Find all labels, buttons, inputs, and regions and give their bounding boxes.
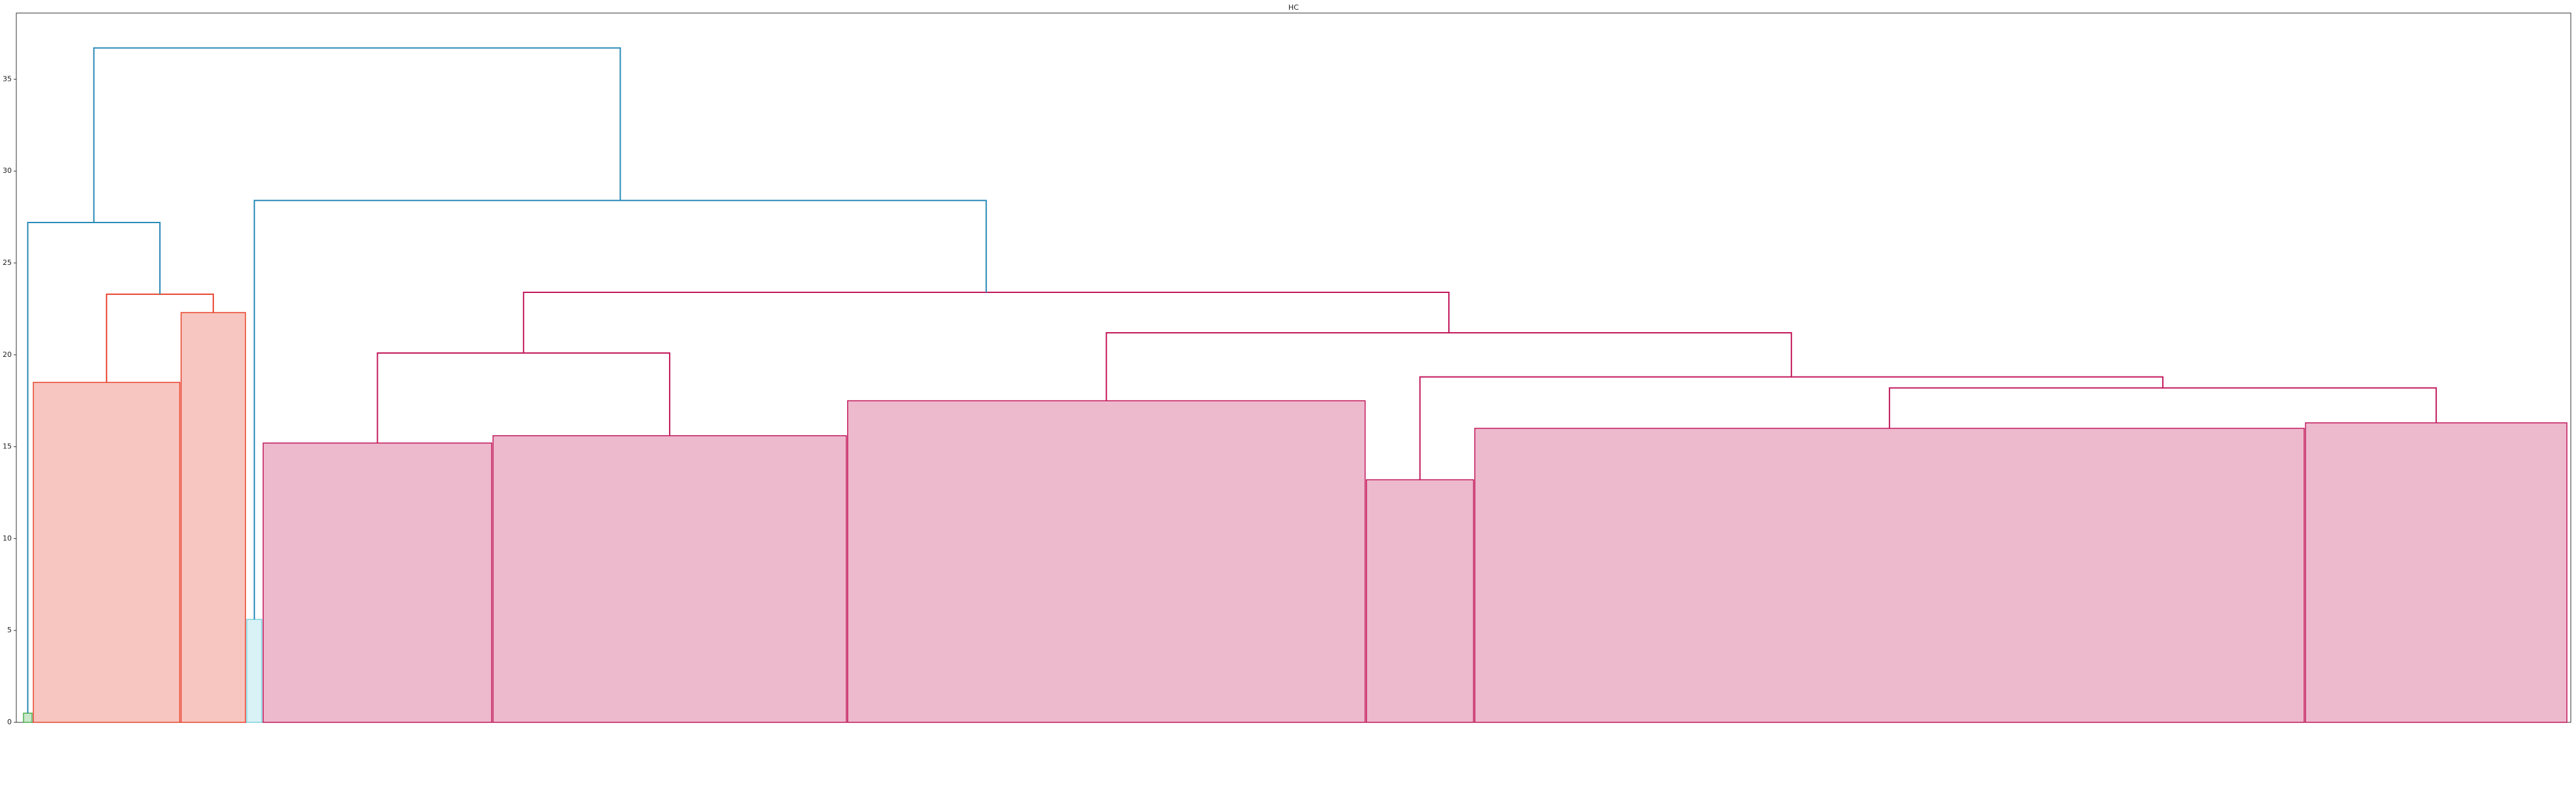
link	[93, 47, 621, 223]
leaf-cluster	[262, 442, 493, 723]
link	[1106, 331, 1792, 401]
y-tick-label: 15	[3, 442, 12, 451]
leaf-cluster	[1365, 479, 1474, 723]
link	[106, 293, 214, 383]
leaf-cluster	[492, 435, 847, 723]
y-tick-label: 10	[3, 534, 12, 542]
y-tick-label: 30	[3, 166, 12, 175]
leaf-cluster	[23, 713, 33, 723]
link	[523, 292, 1450, 353]
leaf-cluster	[180, 312, 246, 723]
leaf-cluster	[1474, 427, 2305, 723]
y-tick-label: 0	[7, 718, 12, 726]
leaf-cluster	[2304, 422, 2568, 723]
leaf-cluster	[33, 382, 181, 723]
link	[377, 352, 671, 443]
y-tick-label: 5	[7, 626, 12, 634]
link	[1889, 387, 2437, 429]
y-tick-label: 35	[3, 74, 12, 83]
y-tick-label: 25	[3, 258, 12, 267]
chart-title: HC	[1288, 3, 1299, 12]
leaf-cluster	[847, 400, 1366, 723]
y-tick-label: 20	[3, 350, 12, 359]
leaf-cluster	[246, 619, 263, 723]
